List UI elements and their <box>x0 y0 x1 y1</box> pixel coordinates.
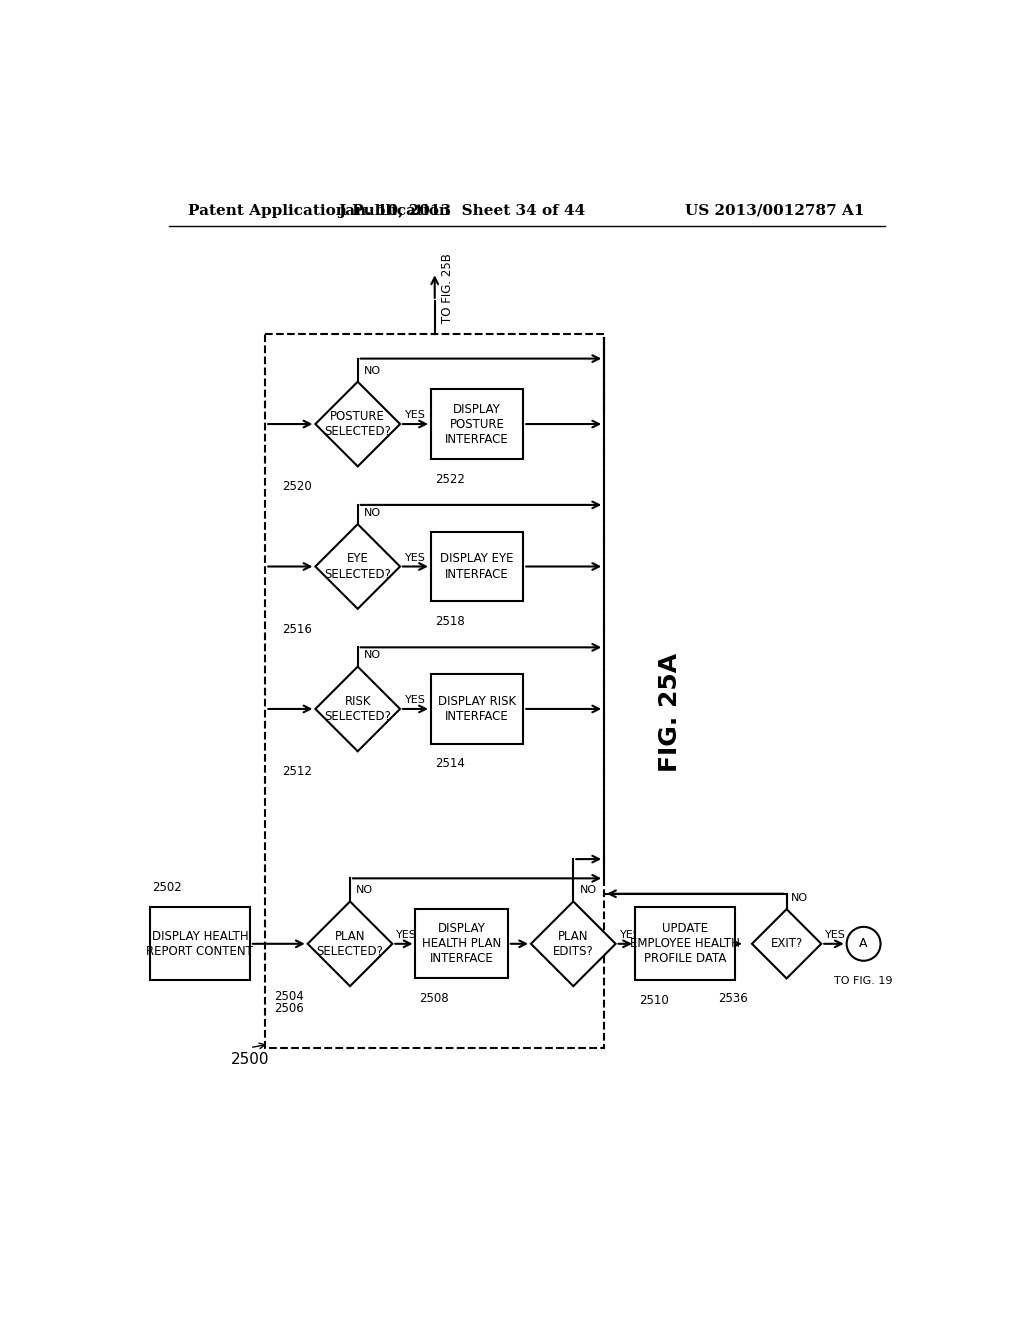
Text: DISPLAY RISK
INTERFACE: DISPLAY RISK INTERFACE <box>438 694 516 723</box>
Text: 2510: 2510 <box>639 994 669 1007</box>
Text: DISPLAY
POSTURE
INTERFACE: DISPLAY POSTURE INTERFACE <box>445 403 509 446</box>
Text: 2504: 2504 <box>274 990 304 1003</box>
FancyBboxPatch shape <box>431 532 523 601</box>
Text: YES: YES <box>396 931 417 940</box>
FancyBboxPatch shape <box>150 907 250 981</box>
Text: 2508: 2508 <box>419 993 449 1006</box>
Text: POSTURE
SELECTED?: POSTURE SELECTED? <box>325 411 391 438</box>
Text: EYE
SELECTED?: EYE SELECTED? <box>325 553 391 581</box>
Polygon shape <box>315 667 400 751</box>
Text: 2502: 2502 <box>153 880 182 894</box>
Polygon shape <box>531 902 615 986</box>
Text: NO: NO <box>580 886 597 895</box>
Polygon shape <box>307 902 392 986</box>
Text: NO: NO <box>791 894 808 903</box>
Text: UPDATE
EMPLOYEE HEALTH
PROFILE DATA: UPDATE EMPLOYEE HEALTH PROFILE DATA <box>630 923 740 965</box>
Text: A: A <box>859 937 868 950</box>
Polygon shape <box>752 909 821 978</box>
Text: PLAN
SELECTED?: PLAN SELECTED? <box>316 929 383 958</box>
Text: TO FIG. 19: TO FIG. 19 <box>835 977 893 986</box>
Text: 2500: 2500 <box>230 1052 269 1067</box>
Text: US 2013/0012787 A1: US 2013/0012787 A1 <box>685 203 864 218</box>
Text: Jan. 10, 2013  Sheet 34 of 44: Jan. 10, 2013 Sheet 34 of 44 <box>338 203 586 218</box>
FancyBboxPatch shape <box>431 389 523 459</box>
FancyBboxPatch shape <box>635 907 735 981</box>
Text: 2516: 2516 <box>282 623 311 636</box>
Text: YES: YES <box>825 931 846 940</box>
Text: YES: YES <box>620 931 640 940</box>
Text: TO FIG. 25B: TO FIG. 25B <box>441 253 454 322</box>
Text: FIG. 25A: FIG. 25A <box>657 653 682 772</box>
Text: YES: YES <box>404 411 426 420</box>
Text: YES: YES <box>404 696 426 705</box>
Text: DISPLAY EYE
INTERFACE: DISPLAY EYE INTERFACE <box>440 553 514 581</box>
Text: 2506: 2506 <box>274 1002 304 1015</box>
Text: 2518: 2518 <box>435 615 465 628</box>
Text: 2512: 2512 <box>282 766 311 779</box>
Text: DISPLAY
HEALTH PLAN
INTERFACE: DISPLAY HEALTH PLAN INTERFACE <box>422 923 502 965</box>
Text: YES: YES <box>404 553 426 562</box>
Text: NO: NO <box>364 508 381 517</box>
Text: 2514: 2514 <box>435 758 465 771</box>
Text: NO: NO <box>364 651 381 660</box>
Text: 2522: 2522 <box>435 473 465 486</box>
Text: 2520: 2520 <box>282 480 311 494</box>
Polygon shape <box>315 381 400 466</box>
FancyBboxPatch shape <box>431 675 523 743</box>
Text: DISPLAY HEALTH
REPORT CONTENT: DISPLAY HEALTH REPORT CONTENT <box>146 929 253 958</box>
Text: PLAN
EDITS?: PLAN EDITS? <box>553 929 594 958</box>
Polygon shape <box>315 524 400 609</box>
Text: NO: NO <box>356 886 374 895</box>
Text: 2536: 2536 <box>719 993 749 1006</box>
FancyBboxPatch shape <box>416 909 508 978</box>
Text: Patent Application Publication: Patent Application Publication <box>188 203 451 218</box>
Text: RISK
SELECTED?: RISK SELECTED? <box>325 694 391 723</box>
Text: NO: NO <box>364 366 381 376</box>
Text: EXIT?: EXIT? <box>770 937 803 950</box>
